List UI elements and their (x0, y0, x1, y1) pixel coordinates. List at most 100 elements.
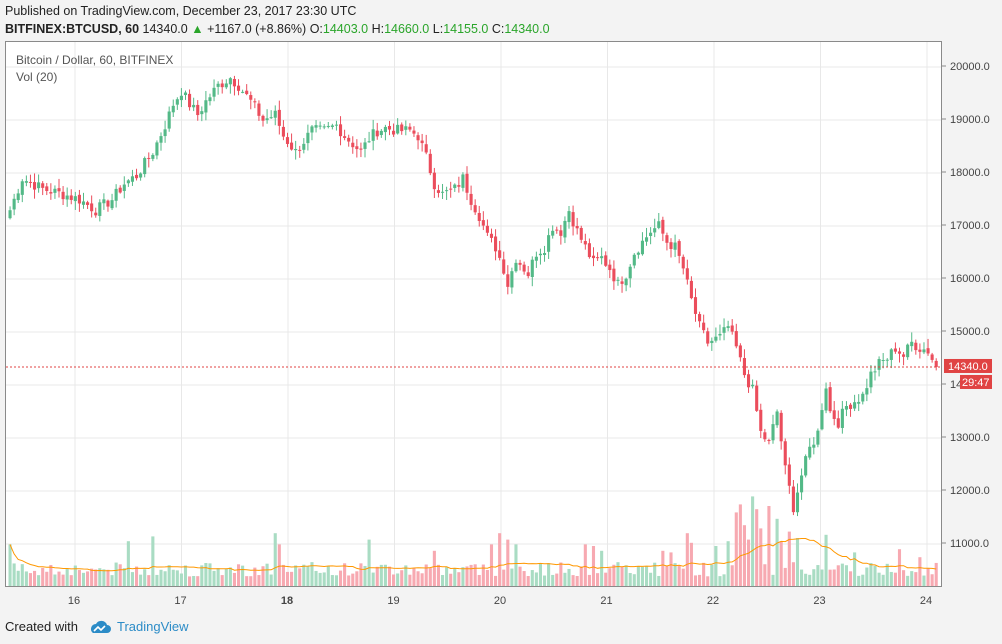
volume-bar (820, 569, 824, 586)
candle-body (196, 104, 200, 116)
candle-body (371, 129, 375, 141)
candle-body (706, 331, 710, 344)
volume-bar (889, 571, 893, 586)
volume-bar (110, 575, 114, 586)
candle-body (575, 226, 579, 229)
volume-bar (836, 565, 840, 586)
candle-body (37, 182, 41, 189)
close-label: C: (491, 22, 505, 36)
candle-body (649, 232, 653, 237)
candle-body (579, 227, 583, 240)
candle-body (216, 83, 220, 87)
candle-body (689, 280, 693, 299)
volume-bar (114, 562, 118, 586)
volume-bar (698, 574, 702, 586)
time-axis[interactable]: 16 17 18 19 20 21 22 23 24 (5, 590, 945, 610)
volume-bar (714, 546, 718, 586)
candle-body (41, 183, 45, 188)
candle-body (897, 351, 902, 354)
candle-body (853, 402, 857, 409)
candle-body (367, 141, 371, 143)
volume-bar (649, 572, 653, 586)
volume-bar (906, 575, 910, 586)
candle-body (893, 348, 897, 352)
volume-bar (106, 569, 110, 586)
candle-body (241, 91, 245, 93)
price-label: 14340.0 (948, 361, 988, 373)
candle-body (714, 336, 718, 341)
volume-bar (351, 573, 355, 586)
candle-body (16, 193, 20, 201)
volume-bar (216, 568, 220, 586)
volume-bar (432, 550, 436, 586)
candle-body (665, 235, 669, 243)
candle-body (175, 99, 179, 105)
candle-body (600, 256, 604, 259)
volume-bar (81, 572, 86, 586)
volume-bar (32, 570, 37, 586)
volume-bar (428, 568, 432, 586)
candle-body (820, 410, 824, 430)
volume-bar (183, 565, 188, 586)
volume-bar (844, 565, 848, 586)
price-chart[interactable] (6, 42, 941, 586)
candle-body (640, 240, 644, 255)
candle-body (804, 456, 808, 476)
candle-body (379, 130, 383, 136)
candle-body (734, 331, 738, 347)
volume-bar (579, 566, 583, 586)
candle-body (555, 229, 559, 231)
candle-body (604, 255, 608, 266)
candle-body (98, 202, 102, 216)
candle-body (65, 195, 69, 200)
volume-bar (518, 566, 522, 586)
candle-body (359, 148, 363, 150)
volume-bar (498, 533, 502, 586)
candle-body (363, 142, 367, 149)
candle-body (775, 411, 779, 426)
volume-bar (832, 569, 836, 586)
candle-body (767, 439, 771, 441)
symbol-label: BITFINEX:BTCUSD, 60 (5, 22, 140, 36)
volume-bar (147, 575, 151, 586)
volume-bar (294, 565, 298, 586)
volume-bar (881, 574, 885, 586)
candle-body (171, 105, 175, 113)
candle-body (285, 137, 290, 144)
candle-body (922, 349, 926, 353)
volume-bar (526, 576, 530, 586)
volume-bar (853, 552, 857, 586)
price-axis[interactable]: 20000.0 19000.0 18000.0 17000.0 16000.0 15000… (942, 41, 1002, 641)
x-tick-label: 16 (68, 595, 80, 607)
tradingview-brand[interactable]: TradingView (84, 619, 189, 634)
open-label: O: (309, 22, 323, 36)
candle-body (224, 83, 228, 88)
candle-body (232, 78, 236, 87)
candle-body (351, 142, 355, 148)
candle-body (322, 126, 326, 128)
candle-body (693, 297, 698, 314)
high-value: 14660.0 (384, 22, 430, 36)
candle-body (343, 136, 347, 138)
volume-bar (416, 571, 420, 586)
candle-body (347, 137, 351, 142)
volume-bar (37, 575, 41, 586)
candle-body (314, 125, 318, 128)
candle-body (81, 201, 86, 205)
candle-body (628, 266, 632, 279)
volume-bar (608, 568, 612, 586)
volume-bar (200, 565, 204, 586)
volume-bar (65, 568, 69, 586)
candle-body (526, 272, 530, 277)
candle-body (387, 125, 392, 130)
volume-bar (379, 564, 383, 586)
chart-panel[interactable]: Bitcoin / Dollar, 60, BITFINEX Vol (20) (5, 41, 942, 587)
candle-body (330, 125, 334, 127)
candle-body (404, 126, 408, 130)
volume-bar (440, 574, 445, 586)
volume-bar (689, 542, 693, 586)
volume-bar (910, 571, 914, 586)
candle-body (110, 200, 114, 209)
volume-bar (412, 567, 416, 586)
volume-bar (338, 570, 343, 586)
